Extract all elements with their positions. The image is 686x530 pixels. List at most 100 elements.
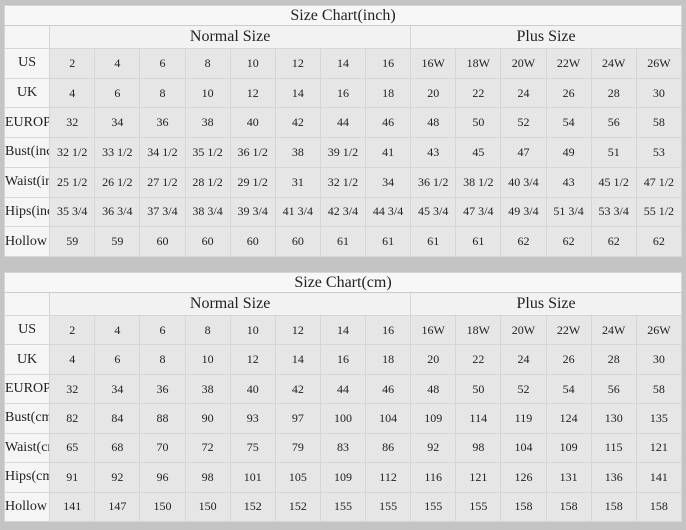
size-value: 109 — [545, 432, 592, 464]
size-value: 12 — [229, 77, 276, 109]
size-value: 61 — [410, 226, 457, 257]
size-value: 38 — [184, 373, 231, 405]
size-value: 115 — [590, 432, 637, 464]
size-value: 54 — [545, 107, 592, 139]
size-value: 136 — [590, 462, 637, 493]
size-value: 90 — [184, 403, 231, 434]
size-value: 18 — [364, 344, 412, 375]
size-value: 24 — [500, 344, 547, 375]
size-value: 22W — [545, 314, 592, 346]
size-value: 79 — [274, 432, 321, 464]
size-value: 6 — [94, 77, 141, 109]
size-value: 28 — [590, 344, 637, 375]
size-value: 8 — [139, 344, 186, 375]
size-value: 147 — [94, 491, 141, 523]
size-value: 100 — [319, 403, 367, 434]
size-value: 16 — [364, 48, 412, 79]
size-value: 88 — [139, 403, 186, 434]
size-value: 26W — [635, 314, 683, 346]
table-row: US 2 4 6 8 10 12 14 16 16W 18W 20W 22W 24W 26W — [3, 314, 683, 346]
size-value: 32 1/2 — [49, 137, 96, 168]
size-value: 44 — [319, 107, 367, 139]
size-value: 114 — [455, 403, 502, 434]
size-value: 141 — [635, 462, 683, 493]
size-value: 12 — [274, 48, 321, 79]
size-value: 61 — [364, 226, 412, 257]
table-row: Waist(inch)25 1/226 1/227 1/228 1/229 1/… — [3, 166, 683, 198]
size-table: Size Chart(cm) Normal Size Plus Size US 2 4 6 8… — [3, 272, 683, 523]
size-value: 56 — [590, 373, 637, 405]
size-value: 43 — [410, 137, 457, 168]
size-value: 60 — [139, 226, 186, 257]
size-value: 16 — [319, 77, 367, 109]
size-value: 60 — [184, 226, 231, 257]
size-value: 70 — [139, 432, 186, 464]
size-value: 4 — [94, 48, 141, 79]
table-row: EUROPE3234363840424446485052545658 — [3, 373, 683, 405]
size-value: 51 — [590, 137, 637, 168]
size-value: 45 1/2 — [590, 166, 637, 198]
group-normal-size: Normal Size — [49, 25, 412, 49]
size-value: 46 — [364, 107, 412, 139]
size-value: 10 — [184, 344, 231, 375]
size-value: 36 — [139, 373, 186, 405]
size-value: 59 — [94, 226, 141, 257]
size-value: 93 — [229, 403, 276, 434]
size-value: 2 — [49, 314, 96, 346]
row-label: EUROPE — [3, 107, 51, 139]
size-value: 150 — [184, 491, 231, 523]
size-value: 28 1/2 — [184, 166, 231, 198]
size-value: 2 — [49, 48, 96, 79]
size-value: 27 1/2 — [139, 166, 186, 198]
size-value: 36 — [139, 107, 186, 139]
size-value: 121 — [455, 462, 502, 493]
size-value: 126 — [500, 462, 547, 493]
size-value: 6 — [139, 48, 186, 79]
size-value: 48 — [410, 107, 457, 139]
row-label: Hollow to Floor(cm) — [3, 491, 51, 523]
size-value: 20 — [410, 344, 457, 375]
size-value: 39 1/2 — [319, 137, 367, 168]
size-value: 8 — [184, 48, 231, 79]
size-value: 32 1/2 — [319, 166, 367, 198]
size-value: 16 — [364, 314, 412, 346]
size-value: 121 — [635, 432, 683, 464]
size-value: 31 — [274, 166, 321, 198]
size-value: 92 — [410, 432, 457, 464]
size-chart-cm: Size Chart(cm) Normal Size Plus Size US 2 4 6 8… — [3, 272, 683, 523]
size-value: 38 3/4 — [184, 196, 231, 228]
size-value: 26W — [635, 48, 683, 79]
size-value: 59 — [49, 226, 96, 257]
size-value: 84 — [94, 403, 141, 434]
size-value: 52 — [500, 373, 547, 405]
size-value: 47 — [500, 137, 547, 168]
size-value: 41 3/4 — [274, 196, 321, 228]
row-label: US — [3, 314, 51, 346]
size-value: 83 — [319, 432, 367, 464]
size-value: 58 — [635, 373, 683, 405]
size-value: 44 3/4 — [364, 196, 412, 228]
size-value: 6 — [94, 344, 141, 375]
table-row: EUROPE3234363840424446485052545658 — [3, 107, 683, 139]
group-normal-size: Normal Size — [49, 292, 412, 316]
size-value: 135 — [635, 403, 683, 434]
group-plus-size: Plus Size — [410, 25, 682, 49]
size-value: 44 — [319, 373, 367, 405]
size-value: 12 — [229, 344, 276, 375]
size-value: 53 3/4 — [590, 196, 637, 228]
size-value: 10 — [229, 48, 276, 79]
size-value: 32 — [49, 107, 96, 139]
table-row: Bust(cm)82848890939710010410911411912413… — [3, 403, 683, 434]
size-value: 12 — [274, 314, 321, 346]
size-value: 155 — [364, 491, 412, 523]
size-value: 34 — [94, 373, 141, 405]
size-value: 45 — [455, 137, 502, 168]
size-value: 104 — [364, 403, 412, 434]
size-value: 158 — [590, 491, 637, 523]
size-value: 50 — [455, 107, 502, 139]
size-value: 34 — [364, 166, 412, 198]
size-value: 16W — [410, 314, 457, 346]
size-value: 40 3/4 — [500, 166, 547, 198]
size-value: 10 — [184, 77, 231, 109]
size-value: 34 1/2 — [139, 137, 186, 168]
